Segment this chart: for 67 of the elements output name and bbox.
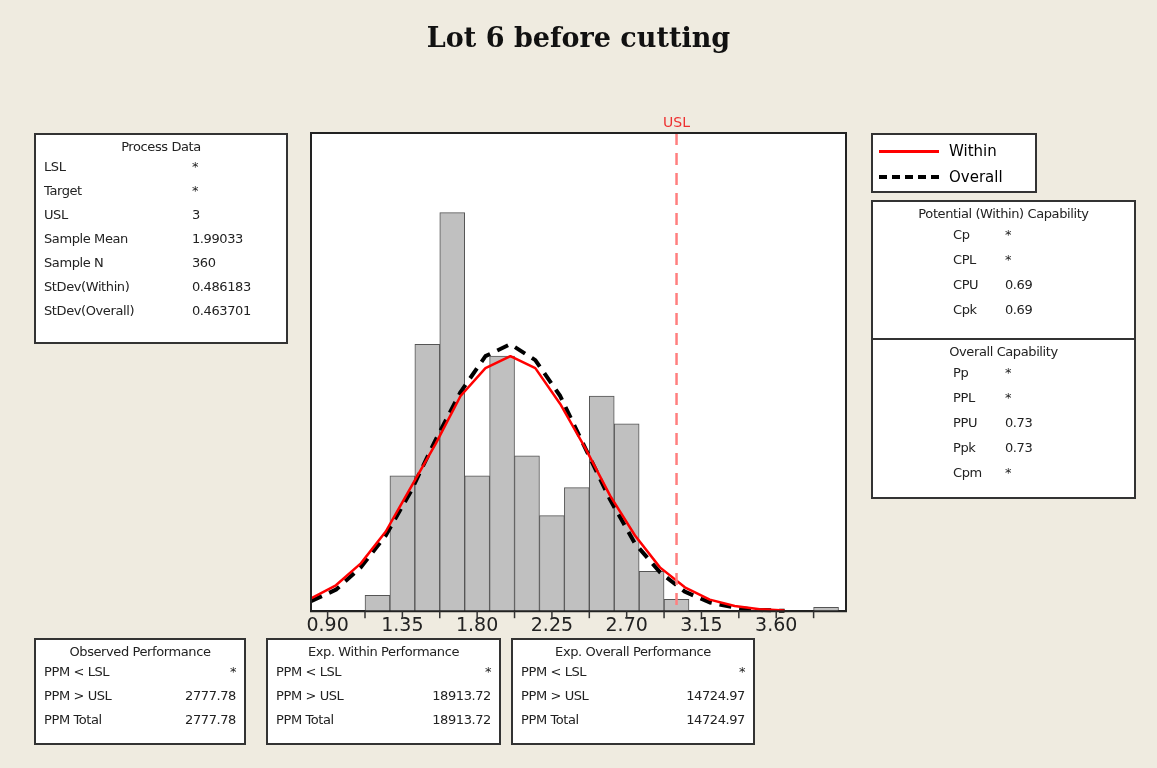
text: PPL — [953, 389, 977, 407]
text: PPM > USL — [521, 687, 589, 705]
x-tick-label: 3.60 — [755, 612, 798, 635]
x-tick-label: 1.35 — [381, 612, 424, 635]
text: * — [1005, 226, 1013, 244]
text: * — [192, 158, 200, 176]
text: StDev(Within) — [44, 278, 131, 296]
text: StDev(Overall) — [44, 302, 136, 320]
text: Process Data — [120, 139, 202, 154]
text: 18913.72 — [431, 687, 491, 705]
text: PPM < LSL — [276, 663, 342, 681]
text: * — [1005, 251, 1013, 269]
text: 0.486183 — [192, 278, 252, 296]
text: * — [1005, 389, 1013, 407]
x-tick-label: 2.70 — [605, 612, 648, 635]
text: PPM Total — [276, 711, 334, 729]
text: Sample Mean — [44, 230, 129, 248]
text: PPU — [953, 414, 978, 432]
text: 0.463701 — [192, 302, 252, 320]
text: CPL — [953, 251, 978, 269]
text: Target — [44, 182, 83, 200]
text: 0.73 — [1005, 439, 1034, 457]
text: 0.73 — [1005, 414, 1034, 432]
text: 0.69 — [1005, 301, 1034, 319]
x-tick-label: 2.25 — [530, 612, 574, 635]
text: Sample N — [44, 254, 105, 272]
text: PPM > USL — [276, 687, 344, 705]
text: PPM Total — [44, 711, 102, 729]
text: 1.99033 — [192, 230, 244, 248]
text: * — [228, 663, 236, 681]
legend-label: Within — [949, 142, 997, 160]
text: CPU — [953, 276, 980, 294]
text: 2777.78 — [184, 711, 236, 729]
text: Pp — [953, 364, 970, 382]
text: Observed Performance — [68, 644, 212, 659]
x-tick-label: 1.80 — [455, 612, 499, 635]
text: Exp. Within Performance — [306, 644, 461, 659]
text: PPM < LSL — [44, 663, 110, 681]
text: LSL — [44, 158, 67, 176]
text: Cpk — [953, 301, 978, 319]
legend-label: Overall — [949, 168, 1003, 186]
text: * — [1005, 464, 1013, 482]
chart-title: Lot 6 before cutting — [425, 22, 732, 53]
x-tick-label: 3.15 — [680, 612, 723, 635]
text: PPM < LSL — [521, 663, 587, 681]
text: USL — [44, 206, 70, 224]
text: 360 — [192, 254, 217, 272]
text: PPM Total — [521, 711, 579, 729]
text: 14724.97 — [685, 711, 745, 729]
ref-line-label: USL — [663, 113, 691, 130]
text: Ppk — [953, 439, 977, 457]
text: Overall Capability — [948, 344, 1059, 359]
text: 0.69 — [1005, 276, 1034, 294]
text: 18913.72 — [431, 711, 491, 729]
text: Cp — [953, 226, 971, 244]
text: * — [192, 182, 200, 200]
text: * — [1005, 364, 1013, 382]
text: 2777.78 — [184, 687, 236, 705]
text: Cpm — [953, 464, 983, 482]
text: * — [483, 663, 491, 681]
text: PPM > USL — [44, 687, 112, 705]
text: Exp. Overall Performance — [554, 644, 712, 659]
text: * — [737, 663, 745, 681]
text: Potential (Within) Capability — [917, 206, 1090, 221]
x-tick-label: 0.90 — [306, 612, 349, 635]
text: 14724.97 — [685, 687, 745, 705]
text: 3 — [192, 206, 201, 224]
